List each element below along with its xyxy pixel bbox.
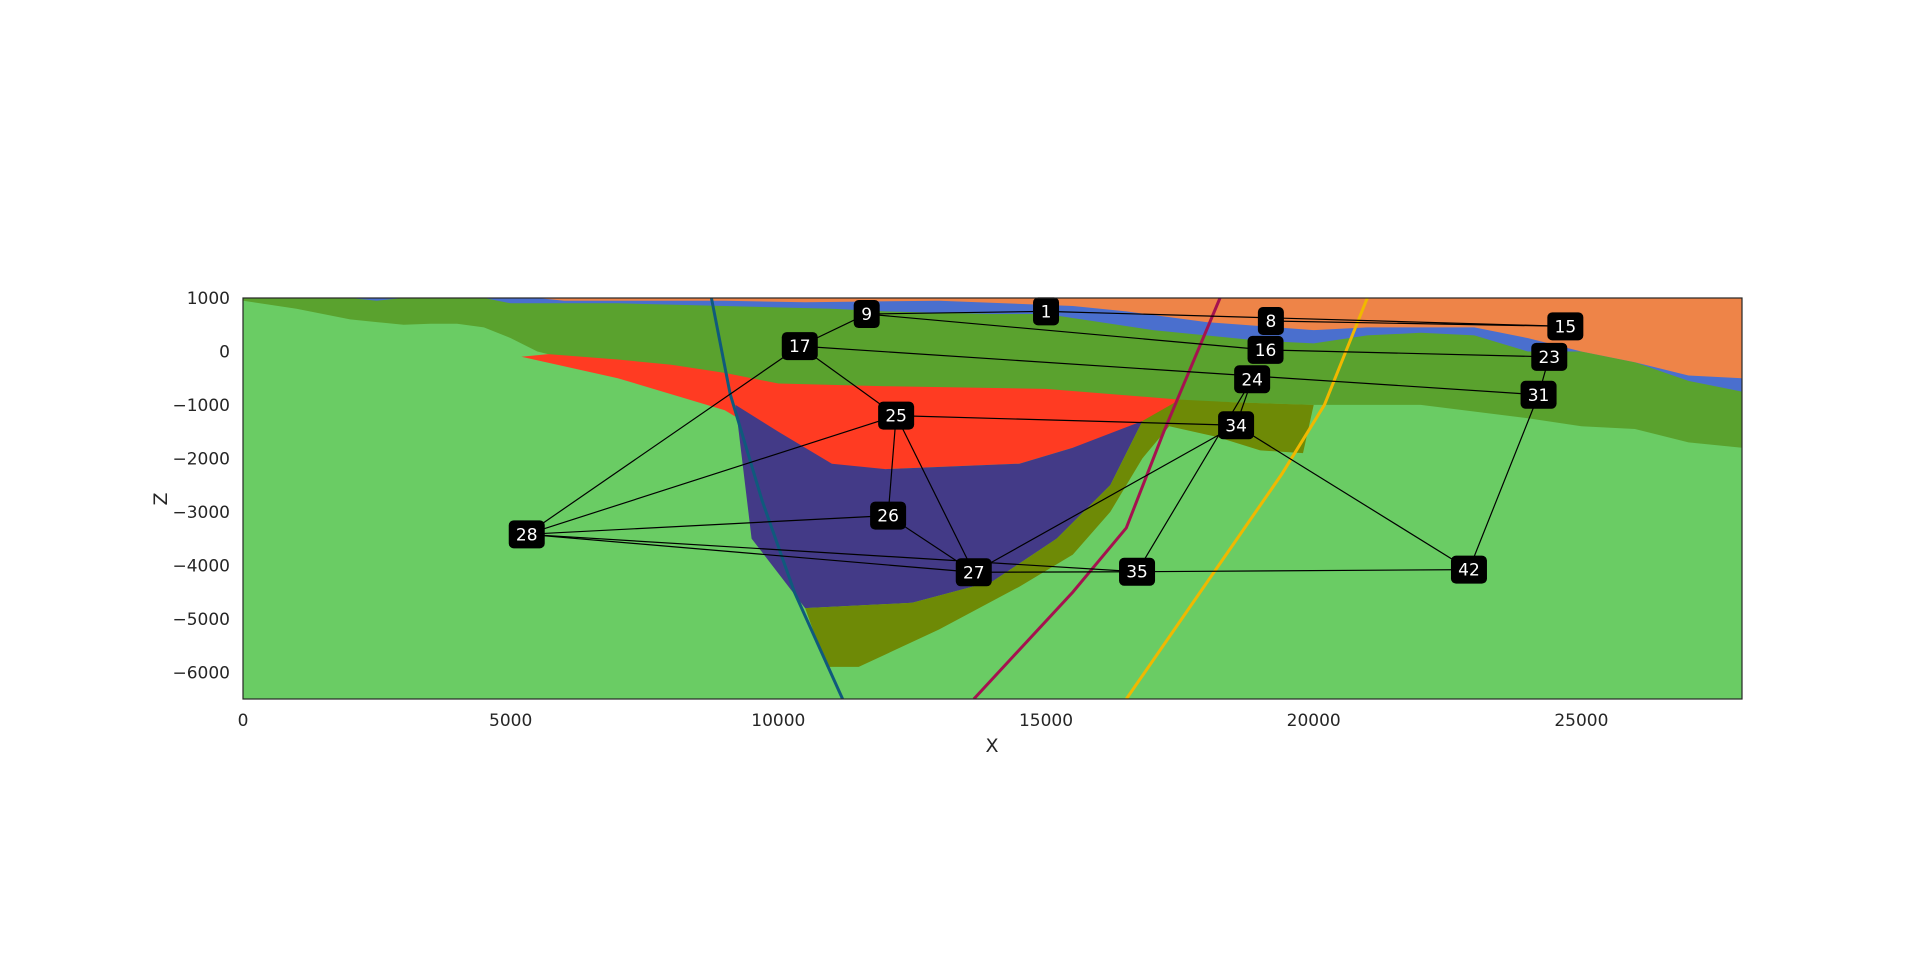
node-box-27 bbox=[955, 558, 992, 587]
geologic-layers bbox=[243, 298, 1742, 699]
edge-25-34 bbox=[896, 415, 1237, 426]
node-9: 9 bbox=[853, 300, 880, 329]
edge-34-42 bbox=[1235, 424, 1470, 571]
y-tick-label-1: 0 bbox=[219, 342, 230, 362]
fault-line-1 bbox=[972, 298, 1222, 699]
y-axis-label: Z bbox=[150, 492, 172, 505]
node-box-35 bbox=[1119, 557, 1156, 586]
layer-4 bbox=[521, 354, 1180, 470]
node-box-34 bbox=[1218, 411, 1255, 440]
node-label-1: 1 bbox=[1041, 302, 1052, 322]
node-label-31: 31 bbox=[1528, 386, 1550, 406]
x-tick-label-4: 20000 bbox=[1287, 711, 1341, 731]
x-tick-label-5: 25000 bbox=[1554, 711, 1608, 731]
node-17: 17 bbox=[781, 332, 818, 361]
y-tick-label-4: −3000 bbox=[172, 503, 230, 523]
x-tick-label-2: 10000 bbox=[751, 711, 805, 731]
x-tick-label-0: 0 bbox=[238, 711, 249, 731]
node-label-16: 16 bbox=[1255, 341, 1277, 361]
node-15: 15 bbox=[1547, 312, 1584, 341]
layer-6 bbox=[805, 399, 1314, 667]
node-label-34: 34 bbox=[1225, 416, 1247, 436]
edge-27-34 bbox=[973, 424, 1237, 573]
node-box-31 bbox=[1520, 380, 1557, 409]
edge-9-16 bbox=[866, 313, 1266, 351]
node-label-25: 25 bbox=[885, 407, 907, 427]
node-label-35: 35 bbox=[1126, 563, 1148, 583]
y-tick-label-0: 1000 bbox=[187, 289, 230, 309]
edge-31-42 bbox=[1468, 394, 1540, 570]
layer-5 bbox=[735, 404, 1143, 609]
node-42: 42 bbox=[1450, 555, 1487, 584]
edge-17-31 bbox=[799, 345, 1539, 396]
node-35: 35 bbox=[1119, 557, 1156, 586]
node-box-1 bbox=[1033, 297, 1060, 326]
node-box-24 bbox=[1234, 365, 1271, 394]
graph-nodes: 1 8 9 15 16 17 23 24 25 26 27 28 31 34 35 42 bbox=[508, 297, 1584, 587]
edge-16-23 bbox=[1265, 349, 1550, 358]
node-box-16 bbox=[1247, 335, 1284, 364]
edge-25-26 bbox=[887, 415, 897, 516]
edge-17-28 bbox=[526, 345, 801, 535]
node-label-26: 26 bbox=[877, 507, 899, 527]
x-tick-label-3: 15000 bbox=[1019, 711, 1073, 731]
node-label-9: 9 bbox=[861, 305, 872, 325]
node-27: 27 bbox=[955, 558, 992, 587]
edge-9-1 bbox=[866, 310, 1047, 315]
layer-3 bbox=[243, 298, 1742, 379]
x-axis-label: X bbox=[985, 735, 998, 757]
node-box-15 bbox=[1547, 312, 1584, 341]
node-34: 34 bbox=[1218, 411, 1255, 440]
edge-27-35 bbox=[973, 571, 1138, 573]
x-tick-label-1: 5000 bbox=[489, 711, 532, 731]
node-28: 28 bbox=[508, 520, 545, 549]
node-box-42 bbox=[1450, 555, 1487, 584]
fault-line-0 bbox=[709, 298, 844, 699]
x-axis-ticks: 0 5000 10000 15000 20000 25000 bbox=[238, 711, 1609, 731]
node-box-8 bbox=[1257, 306, 1284, 335]
node-box-26 bbox=[870, 501, 907, 530]
node-16: 16 bbox=[1247, 335, 1284, 364]
node-box-17 bbox=[781, 332, 818, 361]
node-box-25 bbox=[878, 401, 915, 430]
edge-28-35 bbox=[526, 533, 1138, 573]
node-label-17: 17 bbox=[789, 337, 811, 357]
node-24: 24 bbox=[1234, 365, 1271, 394]
edge-25-27 bbox=[895, 415, 975, 573]
node-label-23: 23 bbox=[1538, 348, 1560, 368]
node-23: 23 bbox=[1531, 342, 1568, 371]
edge-27-28 bbox=[526, 533, 974, 573]
edge-25-28 bbox=[526, 415, 897, 535]
node-1: 1 bbox=[1033, 297, 1060, 326]
y-axis-ticks: 1000 0 −1000 −2000 −3000 −4000 −5000 −6000 bbox=[172, 289, 230, 683]
node-box-9 bbox=[853, 300, 880, 329]
y-tick-label-5: −4000 bbox=[172, 556, 230, 576]
node-box-23 bbox=[1531, 342, 1568, 371]
node-label-28: 28 bbox=[516, 525, 538, 545]
node-25: 25 bbox=[878, 401, 915, 430]
node-31: 31 bbox=[1520, 380, 1557, 409]
node-label-24: 24 bbox=[1241, 370, 1263, 390]
y-tick-label-7: −6000 bbox=[172, 663, 230, 683]
node-label-27: 27 bbox=[963, 563, 985, 583]
y-tick-label-6: −5000 bbox=[172, 610, 230, 630]
edge-26-28 bbox=[526, 515, 889, 535]
edge-8-15 bbox=[1270, 320, 1566, 327]
node-box-28 bbox=[508, 520, 545, 549]
layer-1 bbox=[243, 298, 1742, 448]
edge-1-15 bbox=[1046, 310, 1566, 327]
node-8: 8 bbox=[1257, 306, 1284, 335]
y-tick-label-3: −2000 bbox=[172, 449, 230, 469]
y-tick-label-2: −1000 bbox=[172, 396, 230, 416]
node-label-15: 15 bbox=[1555, 317, 1577, 337]
plot-frame bbox=[242, 297, 1743, 700]
node-label-42: 42 bbox=[1458, 561, 1480, 581]
node-26: 26 bbox=[870, 501, 907, 530]
edge-35-42 bbox=[1137, 569, 1469, 573]
node-label-8: 8 bbox=[1265, 312, 1276, 332]
